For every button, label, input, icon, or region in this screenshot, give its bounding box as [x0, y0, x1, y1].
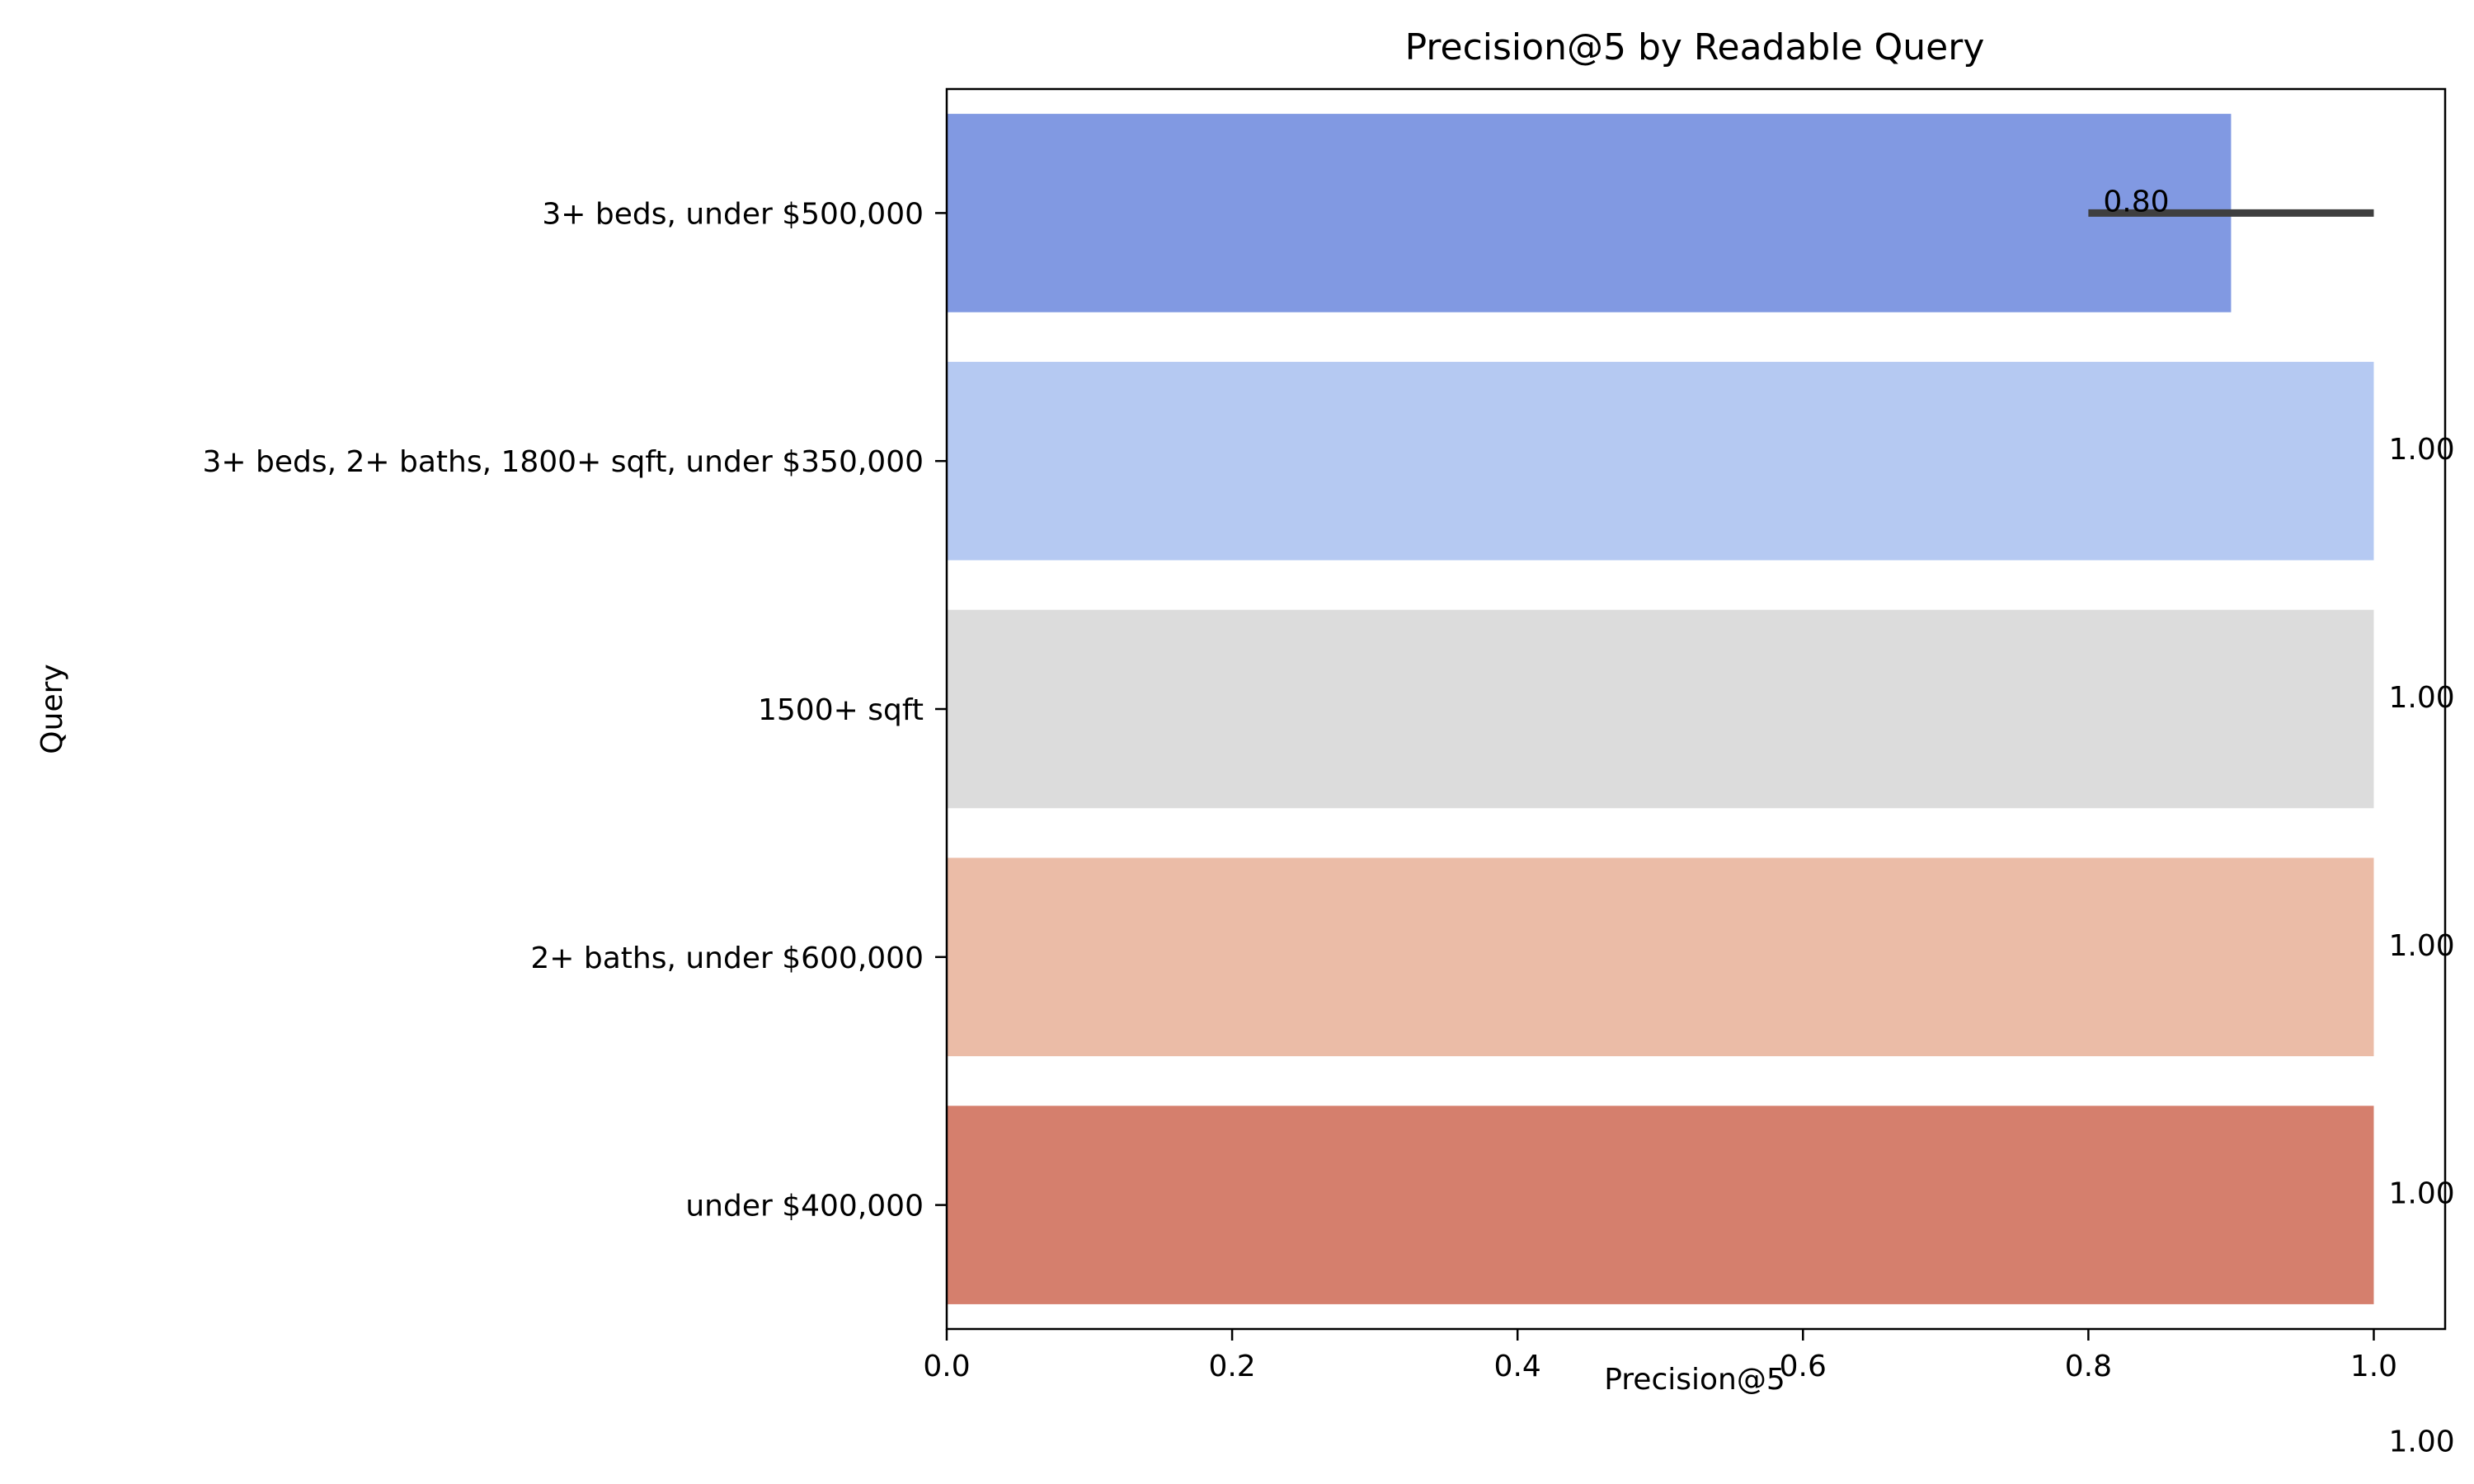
bar [947, 609, 2374, 809]
bar-value-label: 1.00 [2388, 1177, 2454, 1211]
bar-value-labels: 0.80 1.00 1.00 1.00 1.00 1.00 [2103, 185, 2454, 1458]
y-tick-label: 3+ beds, 2+ baths, 1800+ sqft, under $35… [202, 445, 924, 479]
y-tick-label: 2+ baths, under $600,000 [530, 942, 924, 975]
y-axis-label: Query [35, 664, 69, 754]
x-tick-label: 0.6 [1780, 1350, 1827, 1383]
x-axis-label: Precision@5 [1604, 1363, 1785, 1397]
x-tick-label: 1.0 [2350, 1350, 2397, 1383]
x-axis-ticks: 0.0 0.2 0.4 0.6 0.8 1.0 [923, 1329, 2397, 1383]
bars-layer [947, 114, 2374, 1304]
x-tick-label: 0.4 [1494, 1350, 1541, 1383]
bar-value-label: 0.80 [2103, 185, 2169, 218]
x-tick-label: 0.0 [923, 1350, 970, 1383]
bar [947, 857, 2374, 1057]
chart-title: Precision@5 by Readable Query [1405, 26, 1985, 68]
bar [947, 361, 2374, 561]
bar-value-label: 1.00 [2388, 681, 2454, 715]
bar [947, 1106, 2374, 1304]
y-tick-label: under $400,000 [685, 1190, 924, 1223]
y-tick-label: 3+ beds, under $500,000 [542, 197, 924, 231]
y-tick-label: 1500+ sqft [758, 693, 924, 727]
bar-value-label: 1.00 [2388, 929, 2454, 963]
bar [947, 114, 2232, 312]
y-axis-ticks: 3+ beds, under $500,000 3+ beds, 2+ baths… [202, 197, 947, 1223]
bar-value-label: 1.00 [2388, 433, 2454, 467]
x-tick-label: 0.2 [1208, 1350, 1255, 1383]
bar-value-label: 1.00 [2388, 1425, 2454, 1458]
x-tick-label: 0.8 [2065, 1350, 2112, 1383]
